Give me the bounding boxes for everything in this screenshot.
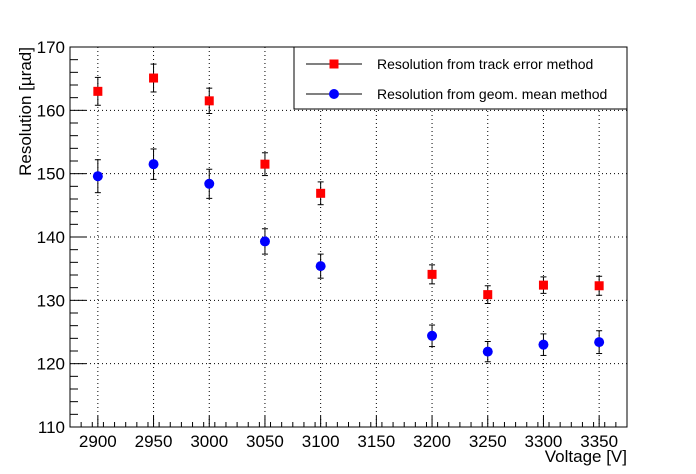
y-axis-title: Resolution [µrad] [16, 47, 35, 176]
x-axis-title: Voltage [V] [545, 447, 627, 466]
series-track-error [93, 63, 604, 304]
data-point-square [316, 188, 326, 198]
data-point-square [204, 96, 214, 106]
legend-marker-track-error [329, 59, 339, 69]
data-point-square [538, 280, 548, 290]
data-point-square [427, 269, 437, 279]
legend-box [293, 46, 628, 110]
x-tick-label: 3050 [246, 432, 284, 451]
y-tick-label: 120 [37, 355, 65, 374]
legend-label-geom-mean: Resolution from geom. mean method [377, 86, 607, 102]
x-tick-label: 2900 [79, 432, 117, 451]
series-geom-mean [92, 148, 605, 363]
x-tick-label: 3350 [580, 432, 618, 451]
data-point-square [483, 290, 493, 300]
y-tick-label: 160 [37, 101, 65, 120]
y-tick-label: 130 [37, 291, 65, 310]
x-tick-label: 2950 [135, 432, 173, 451]
data-point-circle [92, 171, 103, 182]
data-point-circle [482, 346, 493, 357]
legend-marker-geom-mean [329, 89, 339, 99]
data-point-square [93, 86, 103, 96]
x-tick-label: 3150 [357, 432, 395, 451]
x-tick-label: 3300 [525, 432, 563, 451]
x-tick-label: 3000 [190, 432, 228, 451]
legend-entry-geom-mean: Resolution from geom. mean method [306, 86, 607, 102]
y-tick-label: 170 [37, 38, 65, 57]
x-tick-label: 3250 [469, 432, 507, 451]
legend-label-track-error: Resolution from track error method [377, 56, 593, 72]
legend: Resolution from track error method Resol… [293, 46, 628, 110]
grid [70, 47, 627, 427]
x-axis: 2900 2950 3000 3050 3100 3150 3200 3250 3300 3350 [69, 416, 628, 451]
legend-entry-track-error: Resolution from track error method [306, 56, 593, 72]
x-tick-label: 3100 [302, 432, 340, 451]
y-tick-label: 150 [37, 165, 65, 184]
data-point-circle [148, 159, 159, 170]
data-point-square [594, 281, 604, 291]
data-point-circle [427, 330, 438, 341]
data-point-circle [259, 236, 270, 247]
data-point-square [260, 159, 270, 169]
y-tick-label: 110 [38, 418, 65, 437]
y-axis: 110 120 130 140 150 160 170 [37, 38, 86, 437]
y-tick-label: 140 [37, 228, 65, 247]
data-point-circle [204, 178, 215, 189]
data-point-circle [315, 261, 326, 272]
data-point-square [149, 73, 159, 83]
series [92, 63, 605, 363]
data-point-circle [538, 339, 549, 350]
data-point-circle [594, 337, 605, 348]
x-tick-label: 3200 [413, 432, 451, 451]
